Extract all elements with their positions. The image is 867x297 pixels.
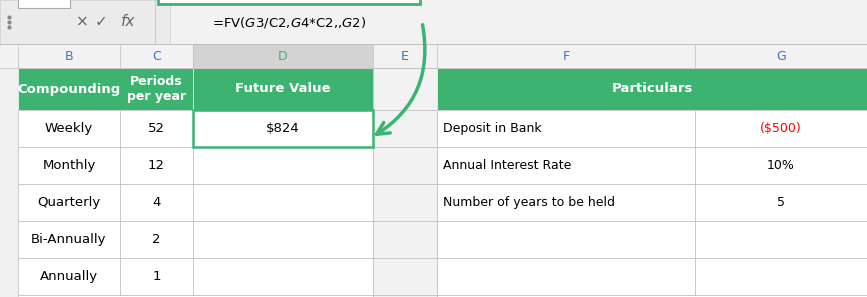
Text: =FV($G$3/C2,$G$4*C2,,$G$2): =FV($G$3/C2,$G$4*C2,,$G$2)	[212, 15, 366, 29]
Bar	[437, 221, 695, 258]
Text: fx: fx	[121, 15, 135, 29]
Bar	[437, 110, 695, 147]
Text: Periods
per year: Periods per year	[127, 75, 186, 103]
Bar	[695, 110, 867, 147]
Text: 10%: 10%	[767, 159, 795, 172]
Text: Future Value: Future Value	[235, 83, 331, 96]
Text: Weekly: Weekly	[45, 122, 93, 135]
Text: E: E	[401, 50, 409, 62]
Bar	[437, 258, 695, 295]
Bar	[120, 258, 193, 295]
Bar	[193, 68, 373, 110]
Bar	[695, 147, 867, 184]
Bar	[437, 295, 867, 297]
Text: 52: 52	[148, 122, 165, 135]
Bar	[437, 68, 867, 110]
Text: $824: $824	[266, 122, 300, 135]
Bar	[193, 258, 373, 295]
Bar	[120, 184, 193, 221]
Bar	[373, 258, 437, 295]
Text: Monthly: Monthly	[42, 159, 95, 172]
Bar	[158, 0, 420, 4]
Bar	[193, 147, 373, 184]
Bar	[120, 110, 193, 147]
Bar	[18, 110, 120, 147]
Bar	[193, 110, 373, 147]
Text: 1: 1	[153, 270, 160, 283]
Text: G: G	[776, 50, 786, 62]
Bar	[18, 0, 70, 8]
Bar	[373, 110, 437, 147]
Text: Number of years to be held: Number of years to be held	[443, 196, 615, 209]
Bar	[18, 147, 120, 184]
Bar	[437, 147, 695, 184]
Bar	[373, 147, 437, 184]
Text: Compounding: Compounding	[17, 83, 121, 96]
Bar	[18, 221, 120, 258]
Text: Deposit in Bank: Deposit in Bank	[443, 122, 542, 135]
Bar	[18, 68, 193, 110]
Bar	[18, 258, 120, 295]
Bar	[193, 44, 373, 68]
Text: ($500): ($500)	[760, 122, 802, 135]
Bar	[193, 221, 373, 258]
Text: Quarterly: Quarterly	[37, 196, 101, 209]
Text: 4: 4	[153, 196, 160, 209]
Text: Annual Interest Rate: Annual Interest Rate	[443, 159, 571, 172]
Bar	[695, 184, 867, 221]
Bar	[120, 147, 193, 184]
Text: ✓: ✓	[95, 15, 108, 29]
Bar	[437, 184, 695, 221]
Bar	[193, 110, 373, 147]
Text: F: F	[563, 50, 570, 62]
Text: C: C	[152, 50, 161, 62]
Text: D: D	[278, 50, 288, 62]
Text: Bi-Annually: Bi-Annually	[31, 233, 107, 246]
Bar	[373, 68, 437, 110]
Bar	[373, 221, 437, 258]
Bar	[120, 221, 193, 258]
Bar	[0, 44, 867, 68]
Bar	[373, 295, 437, 297]
Text: ×: ×	[75, 15, 88, 29]
Bar	[0, 0, 867, 44]
Text: Particulars: Particulars	[611, 83, 693, 96]
Bar	[18, 184, 120, 221]
Bar	[18, 295, 373, 297]
Bar	[695, 258, 867, 295]
Text: Annually: Annually	[40, 270, 98, 283]
Bar	[193, 184, 373, 221]
Bar	[373, 184, 437, 221]
Text: 5: 5	[777, 196, 785, 209]
Bar	[0, 0, 170, 44]
Bar	[695, 221, 867, 258]
Text: B: B	[65, 50, 74, 62]
Text: 2: 2	[153, 233, 160, 246]
Text: 12: 12	[148, 159, 165, 172]
